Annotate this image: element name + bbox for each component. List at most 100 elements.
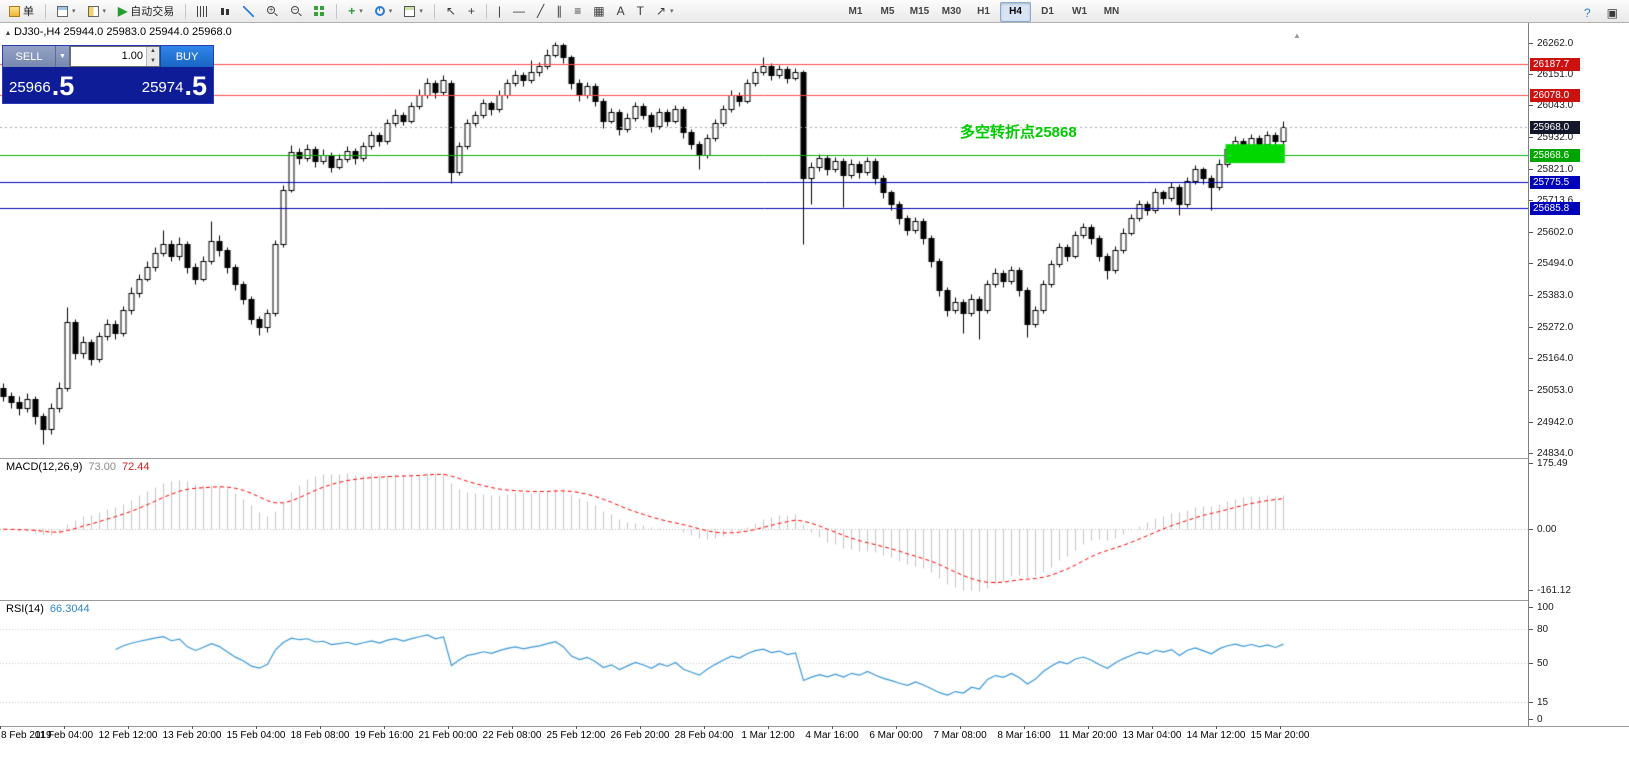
- cursor-tool-button[interactable]: ↖: [441, 1, 461, 22]
- time-axis-label: 22 Feb 08:00: [482, 730, 542, 741]
- new-chart-button[interactable]: ▾: [52, 1, 81, 22]
- price-tick-mark: [1529, 105, 1533, 106]
- trendline-tool-button[interactable]: ╱: [532, 1, 549, 22]
- chevron-down-icon: ▾: [102, 8, 107, 15]
- crosshair-icon: +: [467, 4, 475, 18]
- price-tick-mark: [1529, 74, 1533, 75]
- indicators-button[interactable]: + ▾: [343, 1, 368, 22]
- autotrading-label: 自动交易: [130, 6, 175, 18]
- time-tick-mark: [256, 726, 257, 729]
- sell-button[interactable]: SELL: [3, 46, 56, 67]
- help-button[interactable]: ?: [1579, 2, 1596, 23]
- rsi-axis-label: 50: [1537, 658, 1549, 669]
- candlestick-mode-button[interactable]: [215, 1, 236, 22]
- play-icon: ▶: [118, 4, 128, 18]
- tile-windows-icon: [314, 5, 326, 17]
- price-axis-label: 26262.0: [1537, 38, 1574, 49]
- panel-separator[interactable]: [0, 600, 1629, 601]
- time-tick-mark: [1152, 726, 1153, 729]
- time-tick-mark: [1216, 726, 1217, 729]
- periods-button[interactable]: ▾: [370, 1, 398, 22]
- arrow-tool-icon: ↗: [655, 4, 667, 18]
- tile-windows-button[interactable]: [309, 1, 330, 22]
- profiles-button[interactable]: ▾: [83, 1, 112, 22]
- autotrading-button[interactable]: ▶ 自动交易: [113, 1, 179, 22]
- macd-axis-label: 175.49: [1537, 458, 1568, 469]
- timeframe-button-h1[interactable]: H1: [977, 6, 990, 17]
- new-order-label: 单: [23, 6, 34, 18]
- sell-dropdown-caret[interactable]: ▼: [56, 46, 70, 67]
- time-axis-label: 1 Mar 12:00: [741, 730, 795, 741]
- rsi-label: RSI(14) 66.3044: [6, 603, 90, 615]
- zoom-in-icon: +: [266, 5, 278, 17]
- price-chart-canvas[interactable]: [0, 23, 1529, 741]
- time-tick-mark: [1024, 726, 1025, 729]
- volume-value[interactable]: 1.00: [121, 50, 143, 62]
- price-axis[interactable]: 26262.0 26151.0 26043.0 25932.0 25821.0 25713…: [1528, 23, 1629, 726]
- chart-shift-marker: ▲: [1293, 31, 1301, 40]
- price-level-badge: 25868.6: [1530, 149, 1580, 162]
- time-axis-label: 21 Feb 00:00: [418, 730, 478, 741]
- vertical-line-tool-button[interactable]: |: [493, 1, 506, 22]
- time-tick-mark: [1280, 726, 1281, 729]
- toolbar-divider: [185, 3, 187, 19]
- rsi-value: 66.3044: [49, 603, 90, 615]
- rsi-tick-mark: [1529, 719, 1533, 720]
- volume-stepper[interactable]: ▲ ▼: [146, 47, 159, 66]
- text-tool-button[interactable]: A: [612, 1, 630, 22]
- timeframe-button-m5[interactable]: M5: [880, 6, 895, 17]
- panel-separator[interactable]: [0, 458, 1629, 459]
- new-order-button[interactable]: 单: [4, 1, 39, 22]
- time-axis-label: 13 Feb 20:00: [162, 730, 222, 741]
- timeframe-button-h4[interactable]: H4: [1000, 2, 1031, 22]
- horizontal-line-icon: —: [513, 4, 526, 18]
- symbol-header: ▴ DJ30-,H4 25944.0 25983.0 25944.0 25968…: [6, 26, 232, 38]
- timeframe-button-mn[interactable]: MN: [1103, 6, 1120, 17]
- crosshair-tool-button[interactable]: +: [463, 1, 480, 22]
- timeframe-button-w1[interactable]: W1: [1072, 6, 1087, 17]
- window-list-button[interactable]: ▣: [1602, 2, 1623, 23]
- price-level-badge: 25968.0: [1530, 121, 1580, 134]
- buy-price[interactable]: 25974 .5: [108, 67, 213, 103]
- price-tick-mark: [1529, 200, 1533, 201]
- timeframe-button-m30[interactable]: M30: [941, 6, 962, 17]
- rsi-tick-mark: [1529, 629, 1533, 630]
- time-axis-label: 26 Feb 20:00: [610, 730, 670, 741]
- time-axis-label: 8 Mar 16:00: [997, 730, 1051, 741]
- price-level-badge: 25775.5: [1530, 176, 1580, 189]
- timeframe-button-m1[interactable]: M1: [848, 6, 863, 17]
- zoom-in-button[interactable]: +: [261, 1, 283, 22]
- sell-price-int: 25966: [9, 79, 51, 96]
- chevron-down-icon: ▾: [670, 8, 674, 15]
- templates-button[interactable]: ▾: [399, 1, 428, 22]
- label-tool-button[interactable]: T: [632, 1, 649, 22]
- collapse-triangle-icon: ▴: [6, 27, 11, 37]
- volume-input[interactable]: 1.00 ▲ ▼: [70, 46, 160, 67]
- trendline-icon: ╱: [537, 4, 545, 18]
- horizontal-line-tool-button[interactable]: —: [508, 1, 530, 22]
- line-chart-mode-button[interactable]: [238, 1, 259, 22]
- clock-icon: [374, 6, 385, 16]
- vertical-line-icon: |: [497, 4, 502, 18]
- buy-button[interactable]: BUY: [160, 46, 213, 67]
- zoom-out-button[interactable]: −: [285, 1, 307, 22]
- time-tick-mark: [320, 726, 321, 729]
- time-tick-mark: [384, 726, 385, 729]
- price-tick-mark: [1529, 390, 1533, 391]
- price-axis-label: 24942.0: [1537, 417, 1574, 428]
- channel-tool-button[interactable]: ∥: [551, 1, 567, 22]
- arrow-tools-button[interactable]: ↗ ▾: [651, 1, 679, 22]
- fibonacci-tool-button[interactable]: ≡: [569, 1, 586, 22]
- time-axis[interactable]: 8 Feb 2019 11 Feb 04:00 12 Feb 12:00 13 Feb…: [0, 726, 1528, 742]
- macd-main-value: 73.00: [88, 461, 116, 473]
- help-icon: ?: [1583, 5, 1591, 20]
- step-up-icon[interactable]: ▲: [147, 47, 159, 57]
- step-down-icon[interactable]: ▼: [147, 56, 159, 66]
- sell-price[interactable]: 25966 .5: [3, 67, 108, 103]
- time-tick-mark: [640, 726, 641, 729]
- timeframe-button-d1[interactable]: D1: [1041, 6, 1054, 17]
- timeframe-button-m15[interactable]: M15: [909, 6, 930, 17]
- grid-tool-button[interactable]: ▦: [588, 1, 609, 22]
- bar-chart-mode-button[interactable]: [192, 1, 213, 22]
- price-axis-label: 25383.0: [1537, 290, 1574, 301]
